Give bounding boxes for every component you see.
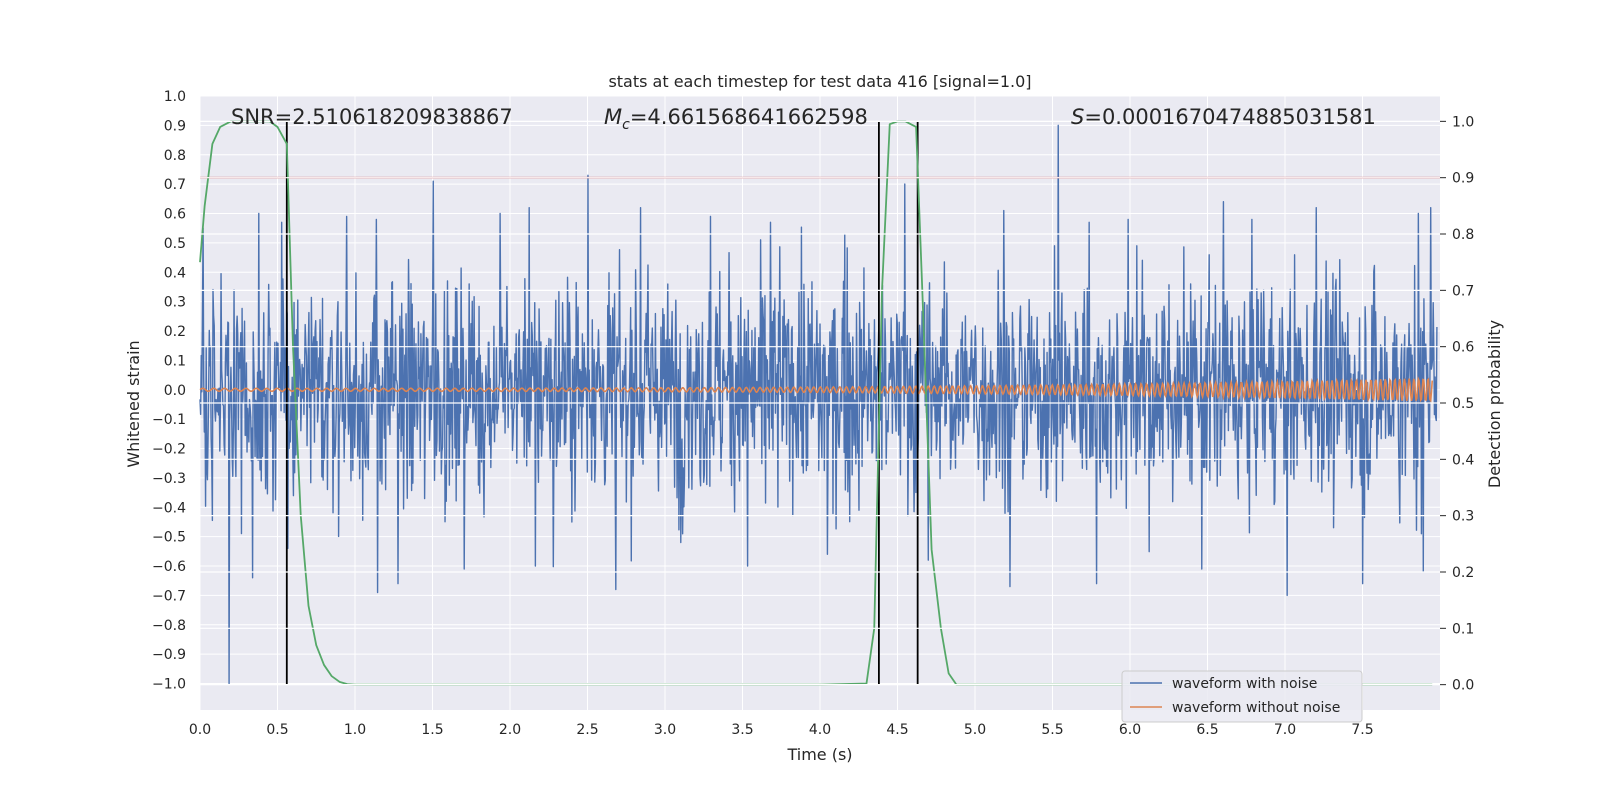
series-waveform-without-noise — [199, 376, 1434, 404]
y-tick-label: −0.1 — [152, 412, 186, 428]
y-tick-label: −0.6 — [152, 559, 186, 575]
legend-label-noise: waveform with noise — [1172, 676, 1317, 692]
y-tick-label: 1.0 — [164, 89, 186, 105]
y-axis-label: Whitened strain — [124, 340, 143, 467]
waveform-noise-line — [199, 124, 1438, 685]
y2-tick-label: 0.4 — [1452, 452, 1474, 468]
y-tick-label: 0.0 — [164, 383, 186, 399]
s-annotation: S=0.00016704748850315​81 — [1071, 105, 1376, 129]
x-tick-label: 7.5 — [1351, 722, 1373, 738]
y-tick-label: 0.9 — [164, 118, 186, 134]
legend-box — [1121, 670, 1363, 723]
y-tick-label: −0.5 — [152, 530, 186, 546]
x-tick-label: 2.5 — [576, 722, 598, 738]
y2-tick-label: 0.7 — [1452, 283, 1474, 299]
y-tick-label: 0.5 — [164, 236, 186, 252]
x-tick-label: 3.0 — [654, 722, 676, 738]
y2-tick-label: 0.0 — [1452, 678, 1474, 694]
y-tick-label: 0.1 — [164, 353, 186, 369]
mc-subscript: c — [622, 117, 630, 133]
chart-title: stats at each timestep for test data 416… — [608, 72, 1031, 91]
y2-tick-label: 0.1 — [1452, 621, 1474, 637]
y-tick-label: 0.8 — [164, 148, 186, 164]
snr-annotation: SNR=2.510618209838867 — [231, 105, 513, 129]
x-tick-label: 4.0 — [809, 722, 831, 738]
s-value: =0.00016704748850315​81 — [1084, 105, 1376, 129]
x-tick-label: 1.5 — [421, 722, 443, 738]
waveform-clean-line — [199, 376, 1434, 404]
y-tick-label: −0.4 — [152, 500, 186, 516]
y2-tick-label: 0.2 — [1452, 565, 1474, 581]
y-tick-label: 0.7 — [164, 177, 186, 193]
y-tick-label: −0.2 — [152, 442, 186, 458]
legend-label-clean: waveform without noise — [1172, 700, 1340, 716]
tick-labels: 0.0 0.5 1.0 1.5 2.0 2.5 3.0 3.5 4.0 4.5 5.0 5.5 6.0 6… — [152, 89, 1474, 738]
y2-tick-label: 0.6 — [1452, 340, 1474, 356]
x-tick-label: 6.0 — [1119, 722, 1141, 738]
y-tick-label: 0.2 — [164, 324, 186, 340]
x-tick-label: 2.0 — [499, 722, 521, 738]
y-tick-label: 0.6 — [164, 207, 186, 223]
x-axis-label: Time (s) — [786, 745, 852, 764]
y-tick-label: −0.8 — [152, 618, 186, 634]
y-tick-label: 0.3 — [164, 295, 186, 311]
series-waveform-with-noise — [199, 124, 1438, 685]
x-tick-label: 3.5 — [731, 722, 753, 738]
y-tick-label: −0.7 — [152, 588, 186, 604]
x-tick-label: 7.0 — [1274, 722, 1296, 738]
x-tick-label: 6.5 — [1196, 722, 1218, 738]
y2-tick-label: 1.0 — [1452, 114, 1474, 130]
x-tick-label: 5.0 — [964, 722, 986, 738]
y-tick-label: −0.3 — [152, 471, 186, 487]
y-tick-label: 0.4 — [164, 265, 186, 281]
mc-annotation: Mc=4.661568641662598 — [604, 105, 868, 133]
x-tick-label: 1.0 — [344, 722, 366, 738]
x-tick-label: 0.5 — [266, 722, 288, 738]
x-tick-label: 5.5 — [1041, 722, 1063, 738]
legend: waveform with noise waveform without noi… — [1121, 670, 1363, 723]
y2-tick-label: 0.3 — [1452, 509, 1474, 525]
x-tick-label: 4.5 — [886, 722, 908, 738]
y2-grid — [200, 120, 1446, 686]
y2-axis-label: Detection probability — [1485, 320, 1504, 488]
y-tick-label: −1.0 — [152, 677, 186, 693]
mc-value: =4.661568641662598 — [630, 105, 868, 129]
y2-tick-label: 0.8 — [1452, 227, 1474, 243]
y-tick-label: −0.9 — [152, 647, 186, 663]
mc-symbol: M — [604, 105, 622, 129]
y2-tick-label: 0.5 — [1452, 396, 1474, 412]
s-symbol: S — [1071, 105, 1084, 129]
y2-tick-label: 0.9 — [1452, 171, 1474, 187]
x-tick-label: 0.0 — [189, 722, 211, 738]
